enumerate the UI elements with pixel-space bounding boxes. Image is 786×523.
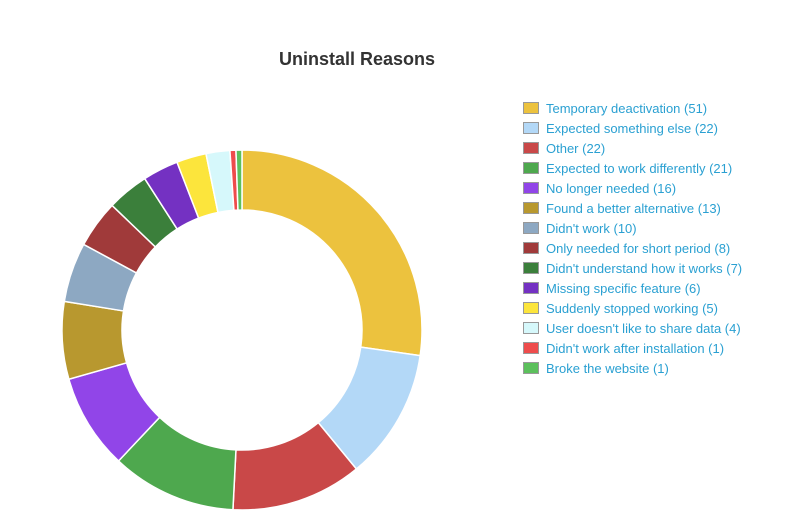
legend-label: Only needed for short period (8) <box>546 240 731 256</box>
legend-item[interactable]: User doesn't like to share data (4) <box>523 318 783 338</box>
legend-swatch <box>523 262 539 274</box>
legend-swatch <box>523 182 539 194</box>
legend-label: Temporary deactivation (51) <box>546 100 708 116</box>
legend-swatch <box>523 162 539 174</box>
legend-label: User doesn't like to share data (4) <box>546 320 741 336</box>
legend-label: Suddenly stopped working (5) <box>546 300 718 316</box>
legend-item[interactable]: Didn't work after installation (1) <box>523 338 783 358</box>
legend-label: Expected to work differently (21) <box>546 160 733 176</box>
legend-swatch <box>523 302 539 314</box>
chart-legend: Temporary deactivation (51) Expected some… <box>523 98 783 378</box>
legend-item[interactable]: Found a better alternative (13) <box>523 198 783 218</box>
legend-swatch <box>523 362 539 374</box>
legend-label: Missing specific feature (6) <box>546 280 701 296</box>
legend-swatch <box>523 122 539 134</box>
legend-label: Didn't work (10) <box>546 220 637 236</box>
legend-label: Other (22) <box>546 140 606 156</box>
legend-swatch <box>523 322 539 334</box>
legend-item[interactable]: Didn't work (10) <box>523 218 783 238</box>
legend-item[interactable]: Only needed for short period (8) <box>523 238 783 258</box>
legend-item[interactable]: Temporary deactivation (51) <box>523 98 783 118</box>
legend-item[interactable]: Expected something else (22) <box>523 118 783 138</box>
legend-label: Found a better alternative (13) <box>546 200 721 216</box>
legend-swatch <box>523 242 539 254</box>
legend-item[interactable]: Didn't understand how it works (7) <box>523 258 783 278</box>
legend-item[interactable]: Suddenly stopped working (5) <box>523 298 783 318</box>
legend-label: No longer needed (16) <box>546 180 677 196</box>
legend-swatch <box>523 222 539 234</box>
legend-swatch <box>523 102 539 114</box>
donut-slice-14[interactable] <box>235 149 243 211</box>
legend-label: Didn't understand how it works (7) <box>546 260 743 276</box>
donut-slice-1[interactable] <box>241 149 423 357</box>
legend-item[interactable]: Expected to work differently (21) <box>523 158 783 178</box>
legend-swatch <box>523 342 539 354</box>
legend-label: Expected something else (22) <box>546 120 718 136</box>
legend-swatch <box>523 202 539 214</box>
legend-swatch <box>523 142 539 154</box>
legend-label: Broke the website (1) <box>546 360 669 376</box>
legend-item[interactable]: Missing specific feature (6) <box>523 278 783 298</box>
legend-item[interactable]: No longer needed (16) <box>523 178 783 198</box>
legend-label: Didn't work after installation (1) <box>546 340 725 356</box>
legend-swatch <box>523 282 539 294</box>
chart-title: Uninstall Reasons <box>278 49 436 69</box>
legend-item[interactable]: Broke the website (1) <box>523 358 783 378</box>
legend-item[interactable]: Other (22) <box>523 138 783 158</box>
